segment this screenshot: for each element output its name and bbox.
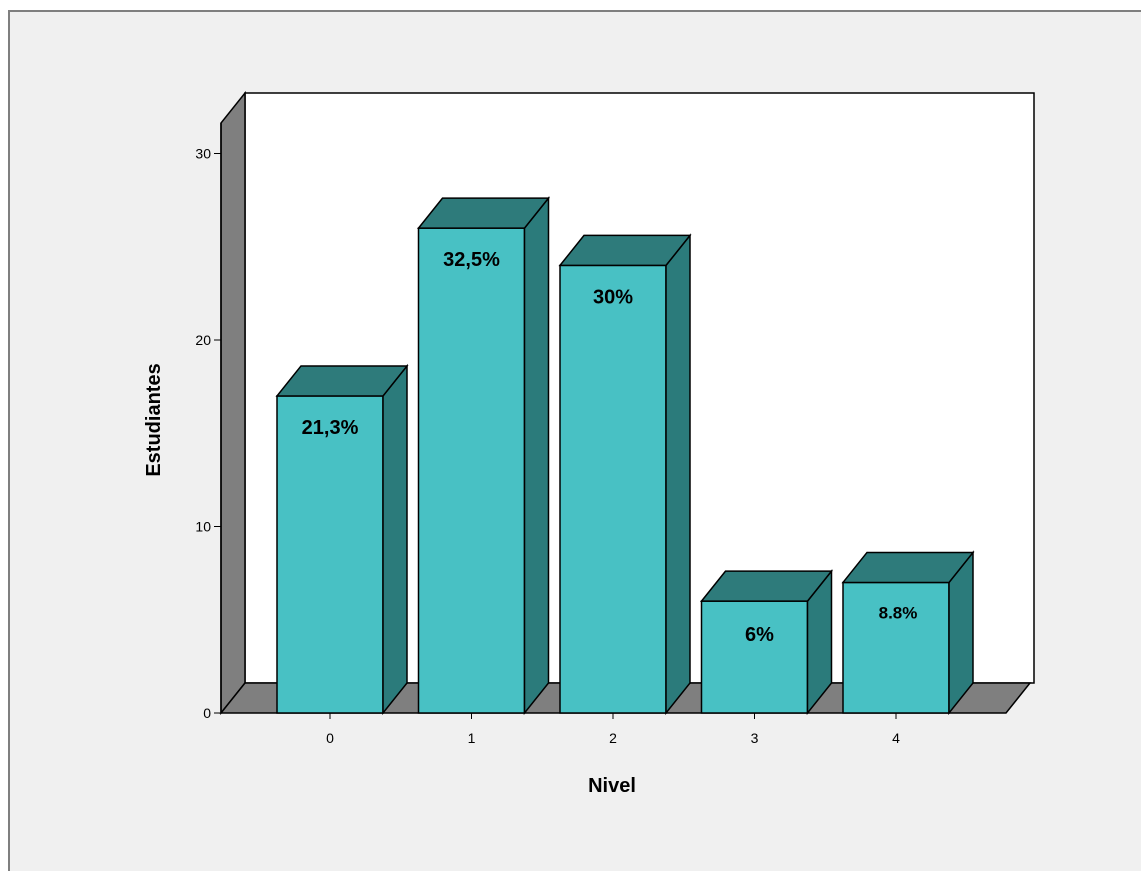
bar-side	[665, 233, 691, 716]
bars: 21,3% 32,5% 30% 6% 8.8%	[275, 195, 975, 716]
y-axis-title: Estudiantes	[143, 363, 165, 476]
bar-front	[276, 395, 384, 714]
x-tick-label: 2	[609, 730, 617, 746]
plot-side-wall	[220, 90, 246, 716]
y-tick-label: 10	[195, 519, 211, 535]
x-axis: 0 1 2 3 4	[326, 713, 900, 746]
bar-top	[699, 570, 834, 602]
x-tick-label: 4	[892, 730, 900, 746]
x-tick-label: 3	[751, 730, 759, 746]
bar-front	[700, 600, 809, 714]
bar-top	[275, 365, 409, 397]
bar-data-label: 30%	[593, 286, 633, 308]
bar-front	[559, 264, 667, 714]
bar-side	[382, 363, 408, 716]
bar-data-label: 8.8%	[879, 603, 918, 622]
y-tick-label: 30	[195, 146, 211, 162]
x-axis-title: Nivel	[588, 775, 636, 797]
bar-top	[558, 234, 692, 267]
x-tick-label: 1	[468, 730, 476, 746]
bar-data-label: 6%	[745, 624, 774, 646]
bar-data-label: 32,5%	[443, 249, 500, 271]
bar-side	[523, 195, 550, 716]
y-tick-label: 0	[203, 705, 211, 721]
bar-top	[841, 551, 975, 584]
bar-data-label: 21,3%	[302, 417, 359, 439]
y-axis: 0 10 20 30	[195, 123, 222, 721]
x-tick-label: 0	[326, 730, 334, 746]
bar-top	[416, 197, 551, 229]
y-tick-label: 20	[195, 332, 211, 348]
bar-front	[842, 581, 950, 714]
bar-front	[417, 227, 526, 714]
